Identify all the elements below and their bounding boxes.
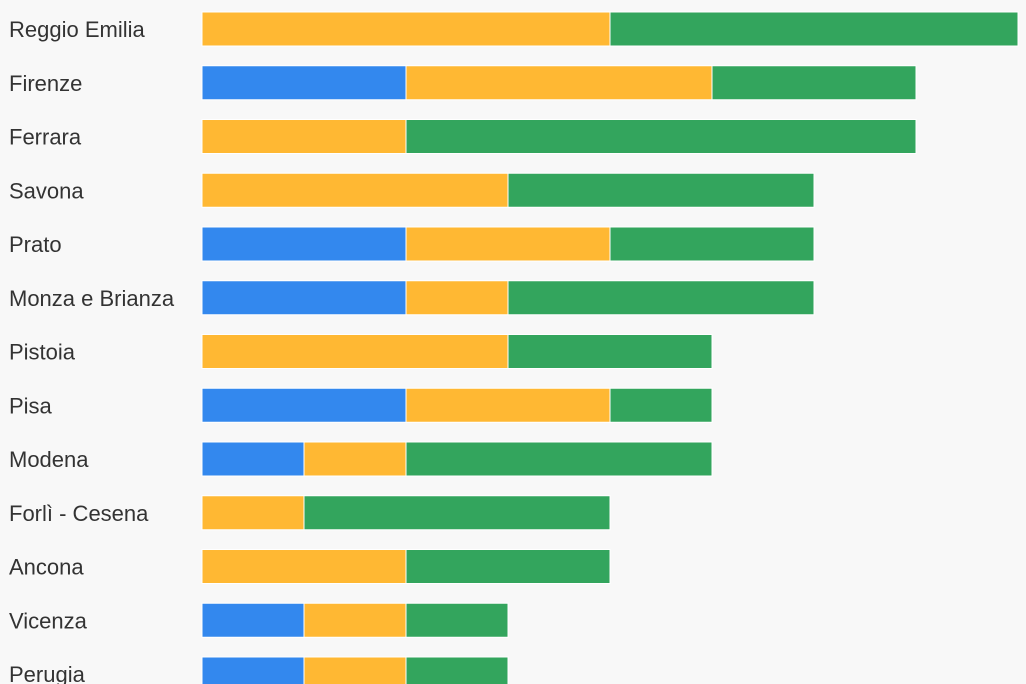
bar-segment-series-2 <box>405 387 611 423</box>
category-label: Ferrara <box>9 125 82 150</box>
category-label: Firenze <box>9 71 82 96</box>
bar-segment-series-2 <box>201 334 509 369</box>
bar-segment-series-2 <box>201 549 407 584</box>
category-label: Pisa <box>9 393 53 418</box>
bars <box>201 11 1019 684</box>
category-label: Ancona <box>9 555 84 580</box>
bar-segment-series-1 <box>201 656 305 684</box>
bar-segment-series-3 <box>507 334 713 369</box>
category-label: Monza e Brianza <box>9 286 175 311</box>
bar-segment-series-3 <box>405 656 509 684</box>
bar-segment-series-2 <box>303 602 407 638</box>
bar-segment-series-3 <box>405 441 713 477</box>
bar-segment-series-1 <box>201 226 407 262</box>
bar-segment-series-2 <box>201 119 407 154</box>
category-labels: Reggio Emilia Firenze Ferrara Savona Prato Mo… <box>9 17 175 684</box>
category-label: Reggio Emilia <box>9 17 145 42</box>
bar-segment-series-2 <box>201 172 509 208</box>
bar-segment-series-3 <box>609 226 815 262</box>
bar-segment-series-2 <box>405 280 509 316</box>
category-label: Prato <box>9 232 62 257</box>
bar-segment-series-3 <box>609 11 1019 47</box>
bar-segment-series-1 <box>201 387 407 423</box>
bar-segment-series-3 <box>609 387 713 423</box>
category-label: Modena <box>9 447 89 472</box>
bar-segment-series-2 <box>303 656 407 684</box>
bar-segment-series-1 <box>201 441 305 477</box>
bar-segment-series-2 <box>201 11 611 47</box>
bar-segment-series-1 <box>201 280 407 316</box>
category-label: Forlì - Cesena <box>9 501 149 526</box>
bar-segment-series-3 <box>405 549 611 584</box>
category-label: Perugia <box>9 662 86 684</box>
bar-segment-series-3 <box>711 65 917 101</box>
bar-segment-series-3 <box>303 495 611 531</box>
bar-segment-series-3 <box>405 119 917 154</box>
category-label: Vicenza <box>9 608 88 633</box>
bar-segment-series-2 <box>405 65 713 101</box>
bar-segment-series-3 <box>507 280 815 316</box>
category-label: Savona <box>9 178 84 203</box>
bar-segment-series-2 <box>201 495 305 531</box>
bar-segment-series-1 <box>201 602 305 638</box>
bar-segment-series-3 <box>507 172 815 208</box>
bar-segment-series-3 <box>405 602 509 638</box>
category-label: Pistoia <box>9 340 76 365</box>
bar-segment-series-1 <box>201 65 407 101</box>
bar-segment-series-2 <box>405 226 611 262</box>
bar-segment-series-2 <box>303 441 407 477</box>
